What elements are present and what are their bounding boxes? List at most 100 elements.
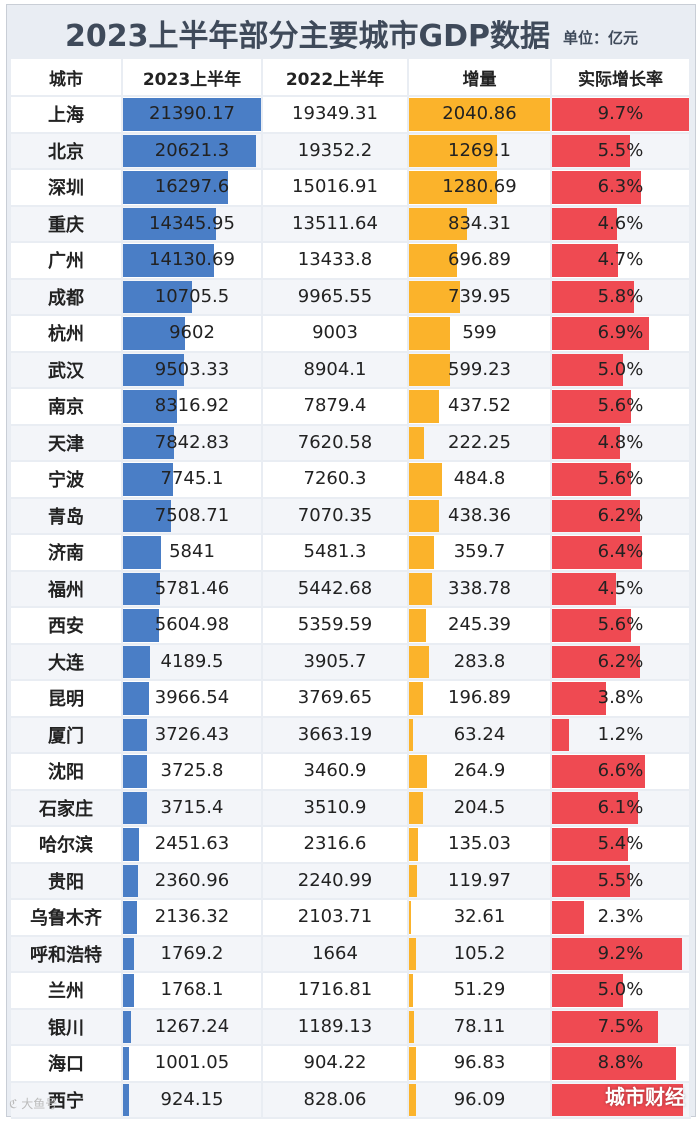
increase-bar	[409, 280, 461, 313]
increase-value: 204.5	[453, 796, 506, 818]
gdp2023-value: 10705.5	[154, 285, 230, 307]
increase-cell: 438.36	[409, 498, 552, 535]
increase-cell: 32.61	[409, 900, 552, 937]
growth-bar	[552, 609, 632, 642]
gdp2023-cell: 7745.1	[123, 462, 263, 499]
growth-bar	[552, 536, 643, 569]
gdp2022-cell: 7620.58	[263, 425, 409, 462]
city-cell: 武汉	[11, 352, 123, 389]
gdp2023-cell: 1001.05	[123, 1046, 263, 1083]
increase-value: 599.23	[448, 358, 511, 380]
gdp2023-value: 16297.6	[154, 176, 230, 198]
table-row: 哈尔滨 2451.63 2316.6 135.03 5.4%	[11, 827, 691, 864]
table-row: 银川 1267.24 1189.13 78.11 7.5%	[11, 1009, 691, 1046]
growth-cell: 9.2%	[552, 936, 691, 973]
growth-bar	[552, 1083, 684, 1116]
gdp2022-value: 5442.68	[297, 577, 373, 599]
growth-cell: 5.6%	[552, 608, 691, 645]
increase-bar	[409, 536, 434, 569]
gdp2023-value: 14130.69	[149, 249, 235, 271]
increase-value: 834.31	[448, 212, 511, 234]
gdp2022-cell: 5359.59	[263, 608, 409, 645]
increase-value: 222.25	[448, 431, 511, 453]
gdp2023-value: 3966.54	[154, 687, 230, 709]
increase-bar	[409, 207, 467, 240]
gdp2023-cell: 7508.71	[123, 498, 263, 535]
increase-cell: 696.89	[409, 243, 552, 280]
corner-watermark: ℭ 大鱼号	[9, 1097, 58, 1111]
growth-value: 9.7%	[597, 103, 644, 125]
gdp2023-bar	[123, 901, 137, 934]
gdp2023-bar	[123, 134, 257, 167]
gdp2023-bar	[123, 244, 215, 277]
table-row: 重庆 14345.95 13511.64 834.31 4.6%	[11, 206, 691, 243]
growth-cell: 5.0%	[552, 352, 691, 389]
growth-bar	[552, 171, 641, 204]
gdp2023-value: 8316.92	[154, 395, 230, 417]
gdp2022-value: 9003	[312, 322, 358, 344]
growth-bar	[552, 974, 623, 1007]
table-row: 杭州 9602 9003 599 6.9%	[11, 316, 691, 353]
gdp2023-value: 7745.1	[160, 468, 224, 490]
gdp2023-value: 1001.05	[154, 1052, 230, 1074]
table-header-row: 城市 2023上半年 2022上半年 增量 实际增长率	[11, 59, 691, 97]
table-row: 西安 5604.98 5359.59 245.39 5.6%	[11, 608, 691, 645]
gdp2023-value: 20621.3	[154, 139, 230, 161]
gdp2023-value: 9503.33	[154, 358, 230, 380]
growth-bar	[552, 317, 650, 350]
gdp2023-cell: 9602	[123, 316, 263, 353]
increase-cell: 834.31	[409, 206, 552, 243]
increase-cell: 338.78	[409, 571, 552, 608]
gdp2023-bar	[123, 572, 161, 605]
increase-bar	[409, 171, 498, 204]
increase-cell: 135.03	[409, 827, 552, 864]
gdp2022-cell: 7070.35	[263, 498, 409, 535]
gdp2023-cell: 3715.4	[123, 790, 263, 827]
gdp2023-cell: 2360.96	[123, 863, 263, 900]
column-header-increase: 增量	[409, 59, 552, 97]
city-cell: 成都	[11, 279, 123, 316]
increase-bar	[409, 718, 414, 751]
gdp2023-bar	[123, 864, 139, 897]
growth-value: 5.5%	[597, 869, 644, 891]
gdp2022-value: 2103.71	[297, 906, 373, 928]
gdp2022-value: 828.06	[303, 1088, 367, 1110]
gdp2022-value: 9965.55	[297, 285, 373, 307]
gdp2023-bar	[123, 682, 149, 715]
increase-value: 32.61	[453, 906, 506, 928]
table-row: 西宁 924.15 828.06 96.09	[11, 1082, 691, 1119]
increase-value: 63.24	[453, 723, 506, 745]
increase-cell: 119.97	[409, 863, 552, 900]
growth-cell: 2.3%	[552, 900, 691, 937]
increase-cell: 222.25	[409, 425, 552, 462]
city-cell: 银川	[11, 1009, 123, 1046]
gdp2022-value: 1189.13	[297, 1015, 373, 1037]
gdp2023-value: 2360.96	[154, 869, 230, 891]
increase-bar	[409, 499, 440, 532]
gdp2023-cell: 1768.1	[123, 973, 263, 1010]
increase-bar	[409, 353, 451, 386]
growth-bar	[552, 645, 640, 678]
growth-cell: 6.4%	[552, 535, 691, 572]
increase-value: 359.7	[453, 541, 506, 563]
increase-bar	[409, 1047, 416, 1080]
gdp2023-cell: 14130.69	[123, 243, 263, 280]
growth-cell: 6.6%	[552, 754, 691, 791]
growth-cell: 4.8%	[552, 425, 691, 462]
gdp2022-value: 19349.31	[292, 103, 378, 125]
growth-bar	[552, 207, 617, 240]
gdp2022-value: 7070.35	[297, 504, 373, 526]
growth-cell: 6.3%	[552, 170, 691, 207]
gdp2022-cell: 2103.71	[263, 900, 409, 937]
growth-bar	[552, 244, 619, 277]
gdp2022-cell: 5481.3	[263, 535, 409, 572]
growth-bar	[552, 98, 689, 131]
city-cell: 西安	[11, 608, 123, 645]
gdp2023-bar	[123, 98, 261, 131]
increase-value: 338.78	[448, 577, 511, 599]
increase-bar	[409, 426, 425, 459]
city-cell: 北京	[11, 133, 123, 170]
table-row: 上海 21390.17 19349.31 2040.86 9.7%	[11, 97, 691, 134]
gdp2022-value: 1664	[312, 942, 358, 964]
gdp2023-bar	[123, 828, 139, 861]
